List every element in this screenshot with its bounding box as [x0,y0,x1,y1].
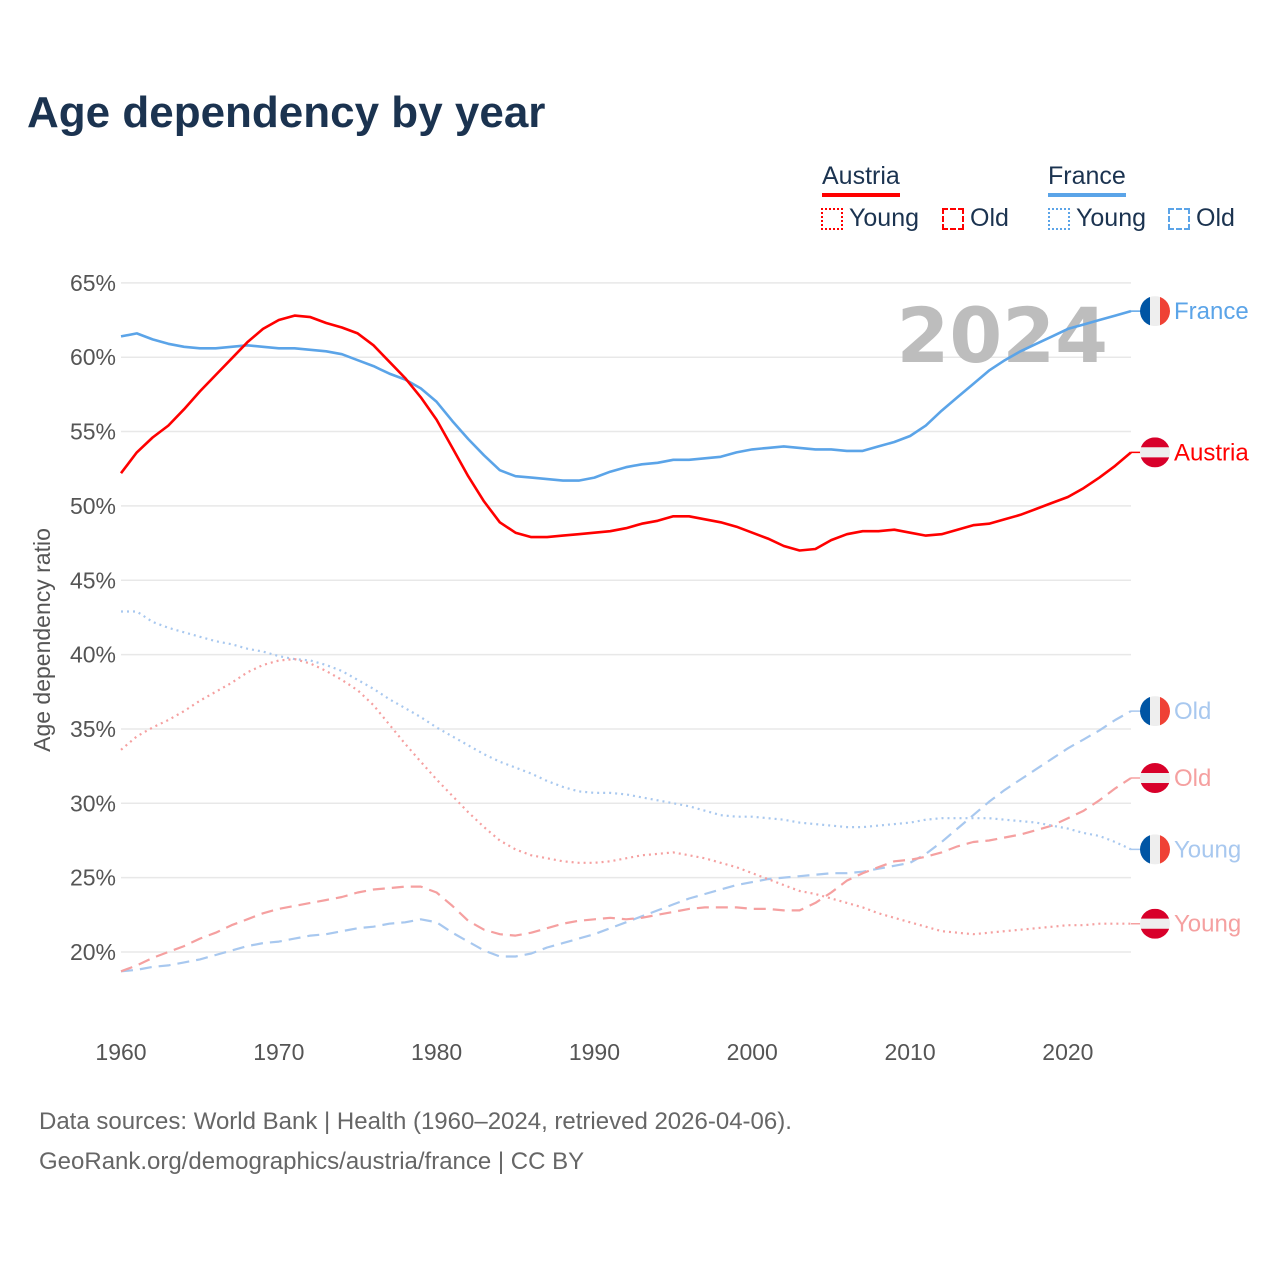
end-labels: France Austria Old Old Young Young [1131,296,1249,939]
end-label: Old [1174,765,1211,792]
x-tick-label: 1970 [253,1039,304,1065]
x-tick-label: 2000 [727,1039,778,1065]
y-tick-label: 45% [70,567,116,593]
x-tick-label: 1990 [569,1039,620,1065]
legend-austria-old[interactable]: Old [942,204,1009,233]
year-watermark: 2024 [896,291,1108,380]
y-tick-label: 35% [70,716,116,742]
series-line-france-young [121,610,1132,851]
austria-flag-icon [1140,763,1170,794]
series-line-austria-young [120,658,1131,936]
series-line-austria [119,314,1132,552]
dotted-swatch-icon [821,207,843,230]
end-label: Old [1174,698,1211,725]
footer-sources: Data sources: World Bank | Health (1960–… [39,1108,792,1135]
y-axis-label: Age dependency ratio [29,528,55,752]
x-tick-label: 2020 [1042,1039,1093,1065]
end-label: France [1174,298,1249,325]
grid: 20% 25% 30% 35% 40% 45% 50% 55% 60% 65% 1960 1970 19… [70,270,1131,1065]
series-line-france [120,309,1132,482]
france-flag-icon [1140,696,1170,727]
end-label: Young [1174,911,1241,938]
legend-france[interactable]: France [1048,162,1126,197]
end-label: Young [1174,836,1241,863]
series-lines [119,309,1132,973]
dashed-swatch-icon [1168,207,1190,230]
legend-france-old[interactable]: Old [1168,204,1235,233]
legend-france-young[interactable]: Young [1048,204,1146,233]
legend-label: Old [1196,204,1235,232]
france-flag-icon [1140,834,1170,865]
legend-label: Old [970,204,1009,232]
series-line-austria-old [120,777,1132,973]
x-tick-label: 1960 [95,1039,146,1065]
legend-austria-young[interactable]: Young [821,204,919,233]
y-tick-label: 30% [70,790,116,816]
x-tick-label: 1980 [411,1039,462,1065]
footer-attribution: GeoRank.org/demographics/austria/france … [39,1148,585,1175]
y-tick-label: 65% [70,270,116,296]
france-flag-icon [1140,296,1170,327]
chart-title: Age dependency by year [27,88,546,137]
dashed-swatch-icon [942,207,964,230]
y-tick-label: 55% [70,419,116,445]
series-line-france-old [120,710,1132,973]
legend-label: Young [849,204,919,232]
dotted-swatch-icon [1048,207,1070,230]
legend-austria[interactable]: Austria [822,162,900,197]
y-tick-label: 60% [70,344,116,370]
austria-flag-icon [1140,908,1170,939]
austria-flag-icon [1140,437,1170,468]
y-tick-label: 25% [70,865,116,891]
y-tick-label: 50% [70,493,116,519]
y-tick-label: 20% [70,939,116,965]
y-tick-label: 40% [70,642,116,668]
legend-label: Young [1076,204,1146,232]
end-label: Austria [1174,439,1249,466]
x-tick-label: 2010 [884,1039,935,1065]
